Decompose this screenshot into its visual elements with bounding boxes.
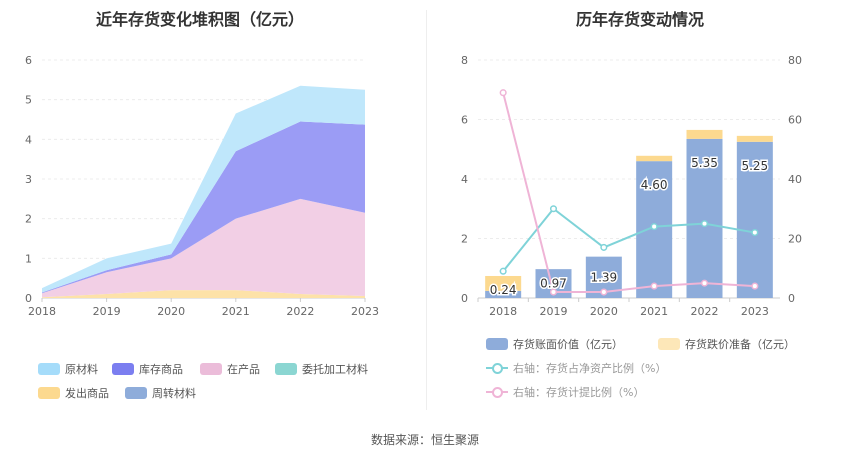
left-legend-item[interactable]: 在产品 (200, 361, 260, 377)
right-chart-title: 历年存货变动情况 (575, 10, 704, 29)
right-x-tick-label: 2019 (540, 305, 568, 318)
bar-value-label: 1.39 (590, 270, 617, 284)
line-point (499, 267, 507, 275)
bar-book-value (485, 290, 522, 298)
left-y-tick-label: 4 (25, 133, 32, 146)
line-point (700, 279, 709, 287)
left-x-tick-label: 2019 (93, 305, 121, 318)
line-point (700, 220, 709, 228)
legend-label: 在产品 (227, 363, 260, 376)
bar-value-label: 0.24 (490, 283, 517, 297)
left-y-tick-label: 1 (25, 252, 32, 265)
legend-label: 周转材料 (152, 387, 196, 400)
right-x-tick-label: 2018 (489, 305, 517, 318)
area-series-原材料 (42, 85, 365, 293)
right-legend: 存货账面价值（亿元） 存货跌价准备（亿元） 右轴：存货占净资产比例（%） 右轴：存货计… (486, 336, 836, 406)
line-point (600, 243, 608, 251)
right-y-tick-label: 6 (461, 114, 468, 127)
left-x-tick-label: 2018 (28, 305, 56, 318)
left-y-tick-label: 5 (25, 94, 32, 107)
bar-value-label: 5.35 (691, 156, 718, 170)
right-legend-item[interactable]: 存货跌价准备（亿元） (658, 336, 795, 352)
right-x-tick-label: 2022 (691, 305, 719, 318)
legend-swatch (658, 338, 680, 350)
legend-label: 存货账面价值（亿元） (513, 338, 623, 351)
right-y2-tick-label: 80 (788, 54, 802, 67)
chart-divider (426, 10, 427, 410)
left-y-tick-label: 2 (25, 213, 32, 226)
bar-book-value (736, 141, 773, 298)
left-y-tick-label: 3 (25, 173, 32, 186)
left-x-tick-label: 2020 (157, 305, 185, 318)
bar-impairment (485, 275, 522, 291)
line-point (549, 288, 558, 296)
left-legend-item[interactable]: 周转材料 (125, 385, 196, 401)
left-legend-item[interactable]: 原材料 (38, 361, 98, 377)
left-y-tick-label: 6 (25, 54, 32, 67)
right-y2-tick-label: 0 (788, 292, 795, 305)
left-x-tick-label: 2023 (351, 305, 379, 318)
right-x-tick-label: 2020 (590, 305, 618, 318)
left-legend-item[interactable]: 发出商品 (38, 385, 109, 401)
left-x-tick-label: 2022 (286, 305, 314, 318)
line-point (751, 229, 759, 237)
left-legend-item[interactable]: 库存商品 (112, 361, 183, 377)
legend-swatch (486, 338, 508, 350)
right-legend-item[interactable]: 右轴：存货占净资产比例（%） (486, 360, 666, 376)
legend-label: 存货跌价准备（亿元） (685, 338, 795, 351)
line-point (650, 223, 658, 231)
legend-label: 库存商品 (139, 363, 183, 376)
right-y2-tick-label: 40 (788, 173, 802, 186)
legend-swatch (486, 386, 508, 398)
legend-label: 委托加工材料 (302, 363, 368, 376)
bar-impairment (636, 155, 673, 162)
right-y-tick-label: 8 (461, 54, 468, 67)
right-y-tick-label: 0 (461, 292, 468, 305)
legend-swatch (38, 363, 60, 375)
line-point (650, 282, 658, 290)
bar-value-label: 0.97 (540, 277, 567, 291)
area-series-在产品 (42, 198, 365, 298)
right-y2-tick-label: 60 (788, 114, 802, 127)
right-y-tick-label: 2 (461, 233, 468, 246)
legend-swatch (486, 362, 508, 374)
legend-label: 右轴：存货占净资产比例（%） (513, 362, 667, 375)
left-chart-title: 近年存货变化堆积图（亿元） (95, 10, 304, 29)
line-series-inventory-ratio (502, 207, 756, 272)
left-y-tick-label: 0 (25, 292, 32, 305)
right-legend-item[interactable]: 右轴：存货计提比例（%） (486, 384, 644, 400)
data-source: 数据来源：恒生聚源 (370, 433, 479, 447)
bar-value-label: 5.25 (741, 159, 768, 173)
legend-label: 原材料 (65, 363, 98, 376)
left-legend: 原材料 库存商品 在产品 委托加工材料发出商品 周转材料 (0, 355, 420, 405)
bar-impairment (736, 135, 773, 142)
line-point (549, 205, 558, 213)
right-y2-tick-label: 20 (788, 233, 802, 246)
right-y-tick-label: 4 (461, 173, 468, 186)
bar-impairment (686, 129, 723, 139)
left-legend-item[interactable]: 委托加工材料 (275, 361, 368, 377)
left-x-tick-label: 2021 (222, 305, 250, 318)
area-series-发出商品 (42, 290, 365, 298)
right-legend-item[interactable]: 存货账面价值（亿元） (486, 336, 623, 352)
legend-swatch (125, 387, 147, 399)
right-x-tick-label: 2021 (640, 305, 668, 318)
legend-swatch (38, 387, 60, 399)
right-x-tick-label: 2023 (741, 305, 769, 318)
line-series-provision-ratio (502, 92, 755, 294)
legend-swatch (275, 363, 297, 375)
bar-value-label: 4.60 (641, 178, 668, 192)
bar-book-value (686, 138, 723, 298)
area-series-库存商品 (42, 121, 365, 294)
legend-label: 右轴：存货计提比例（%） (513, 386, 645, 399)
line-point (600, 288, 608, 296)
line-point (499, 89, 507, 97)
legend-label: 发出商品 (65, 387, 109, 400)
legend-swatch (112, 363, 134, 375)
line-point (751, 282, 759, 290)
legend-swatch (200, 363, 222, 375)
